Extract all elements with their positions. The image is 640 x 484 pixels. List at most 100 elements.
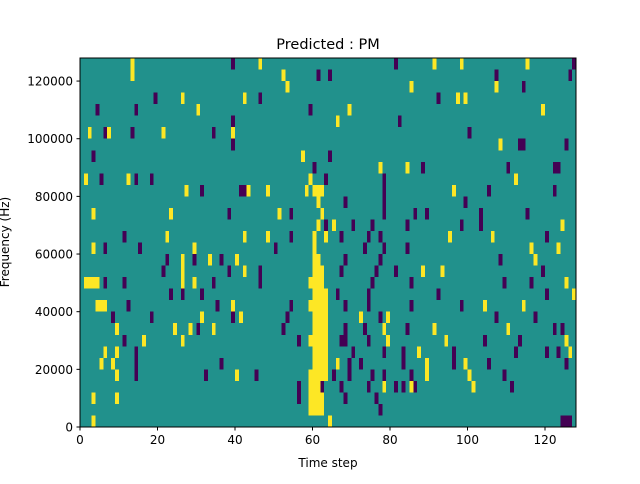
heatmap-cell-low	[486, 357, 491, 370]
heatmap-cell-high	[417, 346, 421, 358]
heatmap-cell-high	[312, 242, 317, 255]
heatmap-cell-low	[393, 380, 398, 393]
heatmap-cell-low	[339, 265, 344, 278]
heatmap-cell-high	[300, 150, 305, 162]
heatmap-cell-high	[308, 300, 328, 312]
heatmap-cell-high	[211, 323, 216, 335]
heatmap-cell-high	[111, 357, 115, 370]
heatmap-cell-low	[200, 184, 204, 197]
heatmap-cell-low	[393, 265, 398, 278]
heatmap-cell-low	[552, 184, 557, 197]
heatmap-cell-low	[506, 161, 511, 174]
heatmap-cell-high	[463, 357, 468, 370]
heatmap-cell-low	[297, 380, 301, 393]
heatmap-cell-low	[413, 380, 418, 393]
heatmap-cell-low	[533, 311, 538, 324]
heatmap-cell-high	[521, 300, 526, 312]
heatmap-cell-low	[343, 323, 348, 335]
heatmap-cell-high	[556, 242, 561, 255]
heatmap-cell-low	[560, 415, 573, 427]
heatmap-cell-high	[444, 334, 449, 347]
heatmap-cell-low	[556, 346, 561, 358]
heatmap-cell-low	[552, 323, 557, 335]
heatmap-cell-low	[122, 277, 127, 289]
heatmap-cell-high	[494, 81, 499, 93]
heatmap-cell-low	[370, 219, 375, 231]
heatmap-cell-low	[405, 323, 410, 335]
heatmap-cell-low	[111, 311, 115, 324]
heatmap-cell-low	[521, 81, 526, 93]
heatmap-cell-high	[142, 334, 146, 347]
heatmap-cell-low	[545, 230, 549, 243]
heatmap-cell-high	[91, 242, 96, 255]
heatmap-cell-high	[409, 380, 414, 393]
heatmap-cell-high	[165, 230, 170, 243]
heatmap-cell-high	[308, 403, 325, 416]
heatmap-cell-high	[180, 254, 185, 266]
heatmap-cell-high	[347, 104, 352, 116]
heatmap-cell-low	[331, 369, 336, 381]
heatmap-cell-high	[514, 173, 518, 185]
heatmap-cell-high	[242, 265, 247, 278]
heatmap-cell-low	[335, 288, 340, 301]
heatmap-cell-low	[130, 127, 135, 139]
heatmap-cell-low	[362, 242, 367, 255]
heatmap-cell-high	[409, 81, 414, 93]
heatmap-cell-low	[343, 392, 348, 404]
heatmap-cell-high	[471, 380, 476, 393]
heatmap-cell-low	[370, 369, 375, 381]
heatmap-cell-low	[568, 69, 573, 82]
heatmap-cell-high	[169, 207, 173, 220]
heatmap-cell-low	[134, 346, 139, 358]
heatmap-cell-low	[347, 357, 352, 370]
heatmap-cell-high	[467, 369, 472, 381]
x-tick-label: 120	[534, 433, 557, 447]
heatmap-cell-high	[440, 265, 445, 278]
heatmap-cell-low	[134, 357, 139, 370]
heatmap-cell-high	[238, 311, 243, 324]
heatmap-cell-low	[479, 207, 483, 220]
heatmap-cell-high	[324, 230, 328, 243]
heatmap-cell-low	[514, 346, 518, 358]
heatmap-cell-high	[382, 323, 387, 335]
heatmap-cell-low	[366, 334, 371, 347]
heatmap-cell-high	[91, 415, 96, 427]
heatmap-cell-high	[335, 115, 340, 128]
heatmap-cell-low	[572, 58, 576, 70]
heatmap-cell-low	[312, 161, 317, 174]
heatmap-cell-low	[258, 265, 263, 278]
heatmap-cell-high	[498, 138, 503, 151]
heatmap-cell-low	[219, 254, 224, 266]
heatmap-cell-low	[328, 150, 332, 162]
heatmap-cell-high	[180, 277, 185, 289]
heatmap-cell-high	[312, 323, 328, 335]
heatmap-cell-low	[421, 161, 425, 174]
heatmap-cell-low	[204, 369, 208, 381]
heatmap-cell-high	[308, 277, 325, 289]
heatmap-cell-high	[242, 92, 247, 105]
heatmap-cell-low	[161, 265, 166, 278]
heatmap-cell-high	[320, 207, 325, 220]
heatmap-cell-high	[386, 311, 390, 324]
heatmap-cell-high	[335, 357, 340, 370]
heatmap-cell-high	[564, 277, 569, 289]
heatmap-cell-low	[347, 369, 352, 381]
heatmap-cell-low	[452, 346, 456, 358]
heatmap-cell-low	[374, 265, 379, 278]
heatmap-cell-high	[231, 127, 235, 139]
heatmap-cell-high	[308, 392, 325, 404]
heatmap-cell-low	[343, 254, 348, 266]
heatmap-cell-low	[467, 127, 472, 139]
heatmap-cell-low	[413, 207, 418, 220]
heatmap-cell-high	[130, 58, 135, 70]
heatmap-cell-low	[316, 69, 321, 82]
heatmap-cell-low	[541, 265, 545, 278]
heatmap-cell-low	[405, 242, 410, 255]
heatmap-cell-high	[490, 230, 495, 243]
heatmap-cell-high	[382, 380, 387, 393]
heatmap-cell-low	[409, 277, 414, 289]
heatmap-cell-low	[382, 196, 387, 208]
heatmap-cell-high	[312, 254, 321, 266]
heatmap-cell-low	[103, 277, 108, 289]
heatmap-cell-high	[308, 369, 328, 381]
